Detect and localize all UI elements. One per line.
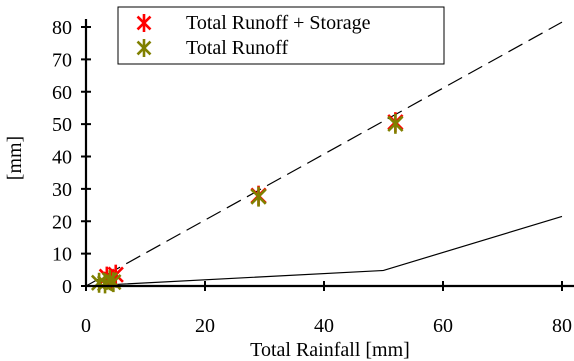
x-tick-label: 20 bbox=[195, 315, 215, 337]
y-tick-label: 40 bbox=[52, 147, 72, 169]
y-tick-label: 20 bbox=[52, 211, 72, 233]
data-point-series-2 bbox=[250, 186, 267, 207]
legend: Total Runoff + Storage Total Runoff bbox=[117, 6, 445, 65]
legend-marker-runoff-storage bbox=[136, 14, 152, 32]
axes bbox=[81, 19, 574, 291]
x-tick-label: 80 bbox=[552, 315, 572, 337]
legend-marker-runoff bbox=[136, 39, 152, 57]
x-tick-label: 60 bbox=[433, 315, 453, 337]
y-tick-label: 70 bbox=[52, 49, 72, 71]
y-tick-label: 60 bbox=[52, 82, 72, 104]
solid-line bbox=[85, 215, 563, 287]
legend-label-runoff: Total Runoff bbox=[186, 37, 288, 59]
y-tick-label: 10 bbox=[52, 244, 72, 266]
y-tick-label: 50 bbox=[52, 114, 72, 136]
y-tick-label: 80 bbox=[52, 17, 72, 39]
y-axis-title: [mm] bbox=[4, 136, 26, 180]
x-tick-label: 0 bbox=[81, 315, 91, 337]
legend-markers bbox=[136, 14, 152, 57]
tick-labels: 0 10 20 30 40 50 60 70 80 0 20 40 60 80 bbox=[52, 17, 572, 337]
legend-label-runoff-storage: Total Runoff + Storage bbox=[186, 12, 371, 34]
x-tick-label: 40 bbox=[314, 315, 334, 337]
y-tick-label: 30 bbox=[52, 179, 72, 201]
legend-box bbox=[117, 6, 445, 65]
data-point-series-2 bbox=[387, 113, 404, 134]
data-points bbox=[90, 112, 404, 294]
x-axis-title: Total Rainfall [mm] bbox=[250, 339, 410, 361]
y-tick-label: 0 bbox=[62, 276, 72, 298]
reference-lines bbox=[85, 21, 563, 287]
